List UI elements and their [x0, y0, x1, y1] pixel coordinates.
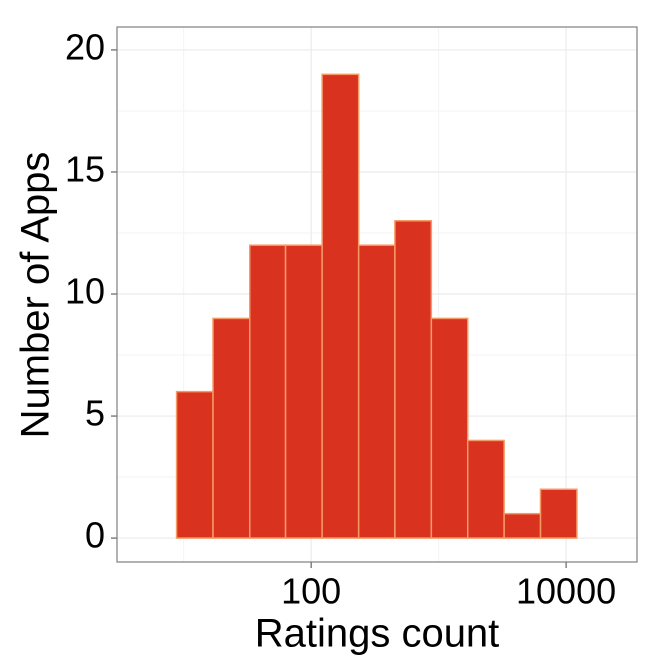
plot-border: [116, 26, 638, 563]
bar: [430, 317, 469, 539]
y-tick-label: 20: [65, 26, 105, 67]
bar: [539, 488, 578, 539]
bar: [212, 317, 251, 539]
bar: [321, 73, 360, 539]
y-axis-title: Number of Apps: [14, 152, 58, 439]
y-tick-label: 0: [85, 515, 105, 556]
bar: [175, 390, 214, 539]
bar: [249, 244, 287, 539]
y-tick-label: 10: [65, 271, 105, 312]
bar: [503, 512, 542, 539]
bar: [394, 220, 433, 539]
y-tick-label: 5: [85, 393, 105, 434]
x-tick-label: 100: [281, 571, 341, 612]
x-tick-label: 10000: [516, 571, 616, 612]
bar: [357, 244, 396, 539]
bar: [466, 439, 505, 539]
x-axis-title: Ratings count: [255, 612, 500, 656]
y-tick-label: 15: [65, 148, 105, 189]
bar: [284, 244, 323, 539]
